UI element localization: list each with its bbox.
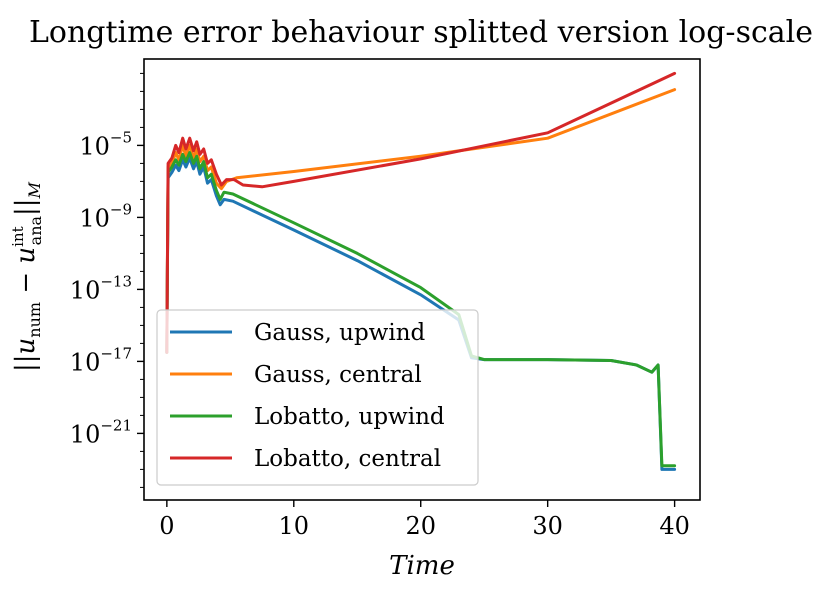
legend-frame (156, 309, 479, 486)
x-tick-label: 20 (405, 512, 436, 540)
y-label-bars-open: || (11, 354, 41, 372)
plot-frame (143, 58, 701, 501)
y-ticks: 10−5 10−9 10−13 10−17 10−21 (70, 72, 144, 488)
x-tick-label: 0 (159, 512, 174, 540)
y-axis-label: ||unum − uintana||M (9, 181, 45, 372)
x-ticks: 0 10 20 30 40 (159, 500, 690, 540)
y-label-minus: − (11, 264, 41, 302)
y-tick-label: 10−21 (70, 416, 132, 448)
legend-label: Lobatto, central (254, 446, 441, 472)
series-line-lobatto-central (165, 71, 677, 354)
y-label-sub-m: M (25, 181, 44, 199)
x-tick-label: 30 (532, 512, 563, 540)
y-label-sub1: num (25, 302, 44, 338)
y-label-bars-close: || (11, 198, 41, 216)
svg-text:||unum − uintana||M: ||unum − uintana||M (9, 181, 45, 372)
y-tick-label: 10−9 (79, 200, 132, 232)
x-tick-label: 10 (279, 512, 310, 540)
y-label-u2: u (11, 247, 41, 264)
legend: Gauss, upwind Gauss, central Lobatto, upwi… (156, 309, 479, 486)
y-tick-label: 10−5 (79, 128, 132, 160)
legend-label: Lobatto, upwind (254, 404, 445, 430)
x-axis-label: Time (389, 551, 455, 581)
x-tick-label: 40 (659, 512, 690, 540)
series-layer (165, 71, 677, 471)
y-tick-label: 10−13 (70, 272, 132, 304)
y-label-sub2: ana (26, 215, 45, 245)
y-label-u1: u (11, 338, 41, 355)
series-line-lobatto-upwind (165, 151, 677, 468)
chart-title: Longtime error behaviour splitted versio… (29, 15, 813, 50)
series-line-gauss-central (165, 88, 677, 354)
legend-label: Gauss, upwind (254, 320, 426, 346)
y-tick-label: 10−17 (70, 344, 132, 376)
legend-label: Gauss, central (254, 362, 422, 388)
y-label-sup2: int (9, 226, 27, 247)
